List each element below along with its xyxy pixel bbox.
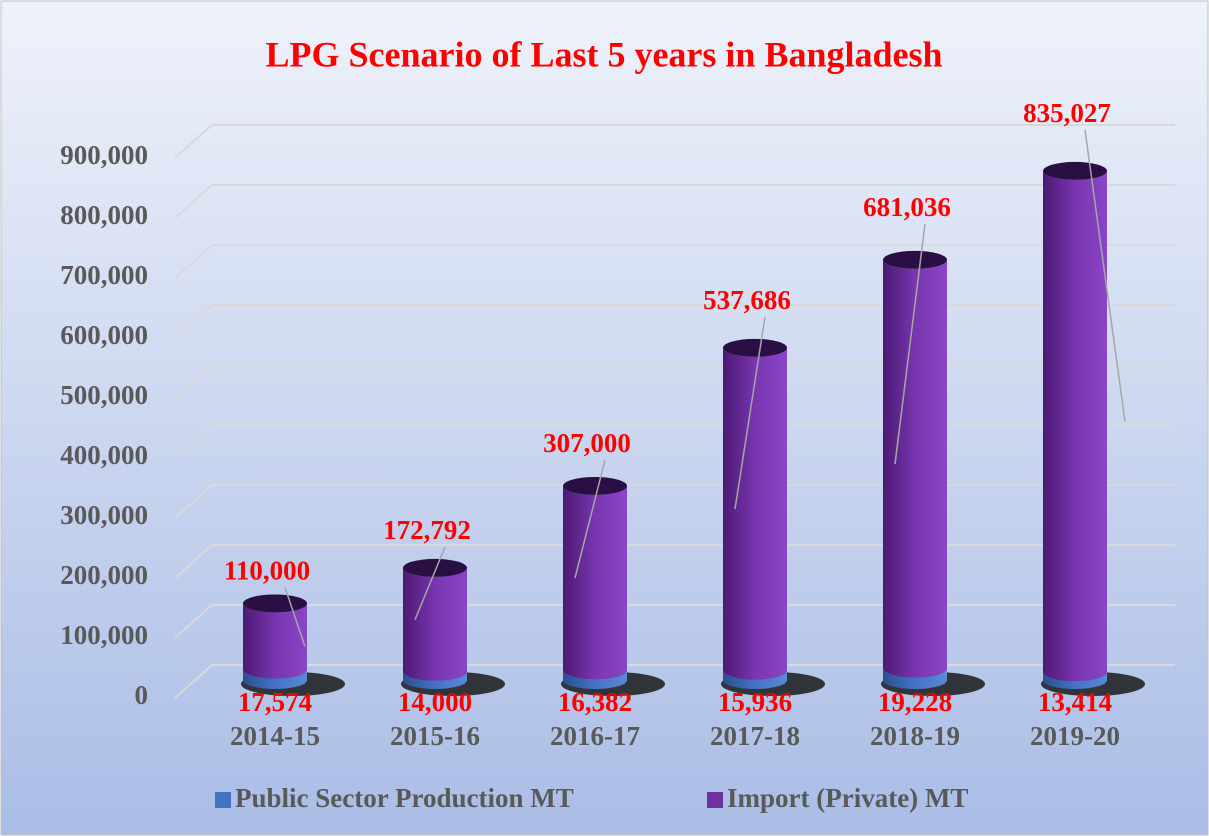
- value-label: 15,936: [718, 687, 792, 717]
- value-label: 17,574: [238, 687, 312, 717]
- bar-cap: [243, 594, 307, 613]
- bar: [403, 567, 467, 681]
- bar: [563, 485, 627, 680]
- bar-cap: [403, 558, 467, 577]
- bar-cap: [1043, 161, 1107, 180]
- x-tick-label: 2016-17: [550, 721, 640, 751]
- legend-label: Public Sector Production MT: [235, 783, 574, 813]
- bar: [243, 669, 307, 689]
- value-label: 835,027: [1023, 98, 1111, 128]
- y-tick-label: 0: [135, 680, 149, 710]
- legend-label: Import (Private) MT: [727, 783, 968, 813]
- grid-line: [174, 124, 1175, 159]
- legend-swatch: [707, 792, 723, 808]
- grid-line: [174, 244, 1175, 279]
- value-label: 110,000: [224, 556, 310, 586]
- x-tick-label: 2018-19: [870, 721, 960, 751]
- x-tick-label: 2015-16: [390, 721, 480, 751]
- bar: [403, 671, 467, 689]
- bar: [883, 668, 947, 689]
- bar: [243, 603, 307, 679]
- y-tick-label: 400,000: [60, 440, 148, 470]
- y-tick-label: 300,000: [60, 500, 148, 530]
- legend-swatch: [215, 792, 231, 808]
- x-tick-label: 2019-20: [1030, 721, 1120, 751]
- x-tick-label: 2014-15: [230, 721, 320, 751]
- value-label: 537,686: [703, 285, 791, 315]
- y-tick-label: 200,000: [60, 560, 148, 590]
- grid-line: [174, 604, 1175, 639]
- grid-line: [174, 544, 1175, 579]
- leader-line: [284, 587, 306, 647]
- grid-line: [174, 304, 1175, 339]
- leader-line: [414, 546, 446, 621]
- y-tick-label: 500,000: [60, 380, 148, 410]
- bar: [1043, 671, 1107, 689]
- grid-line: [174, 484, 1175, 519]
- value-label: 16,382: [558, 687, 632, 717]
- bar-cap: [883, 250, 947, 269]
- bar: [723, 670, 787, 689]
- value-label: 307,000: [543, 428, 631, 458]
- value-label: 13,414: [1038, 687, 1112, 717]
- bar: [563, 670, 627, 689]
- grid-line: [174, 664, 1175, 699]
- y-tick-label: 900,000: [60, 140, 148, 170]
- leader-line: [894, 223, 926, 465]
- leader-line: [1084, 129, 1126, 422]
- bar-cap: [563, 476, 627, 495]
- bar: [723, 347, 787, 680]
- chart-title: LPG Scenario of Last 5 years in Banglade…: [265, 34, 942, 74]
- bar-cap: [723, 338, 787, 357]
- bar: [1043, 170, 1107, 681]
- value-label: 681,036: [863, 192, 951, 222]
- y-tick-label: 800,000: [60, 200, 148, 230]
- grid-line: [174, 364, 1175, 399]
- bar: [883, 259, 947, 678]
- value-label: 19,228: [878, 687, 952, 717]
- leader-line: [574, 459, 606, 579]
- value-label: 172,792: [383, 515, 471, 545]
- grid-line: [174, 424, 1175, 459]
- y-tick-label: 100,000: [60, 620, 148, 650]
- grid-line: [174, 184, 1175, 219]
- y-tick-label: 700,000: [60, 260, 148, 290]
- y-tick-label: 600,000: [60, 320, 148, 350]
- x-tick-label: 2017-18: [710, 721, 800, 751]
- leader-line: [734, 316, 766, 510]
- value-label: 14,000: [398, 687, 472, 717]
